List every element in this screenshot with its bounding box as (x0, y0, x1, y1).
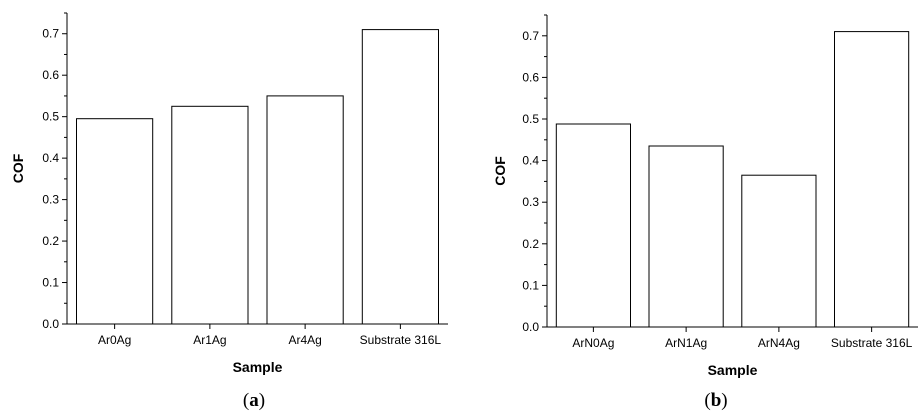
panel-label-a: (a) (243, 390, 265, 411)
y-ticks-b: 0.0 0.1 0.2 0.3 0.4 0.5 0.6 0.7 (522, 14, 547, 334)
bar-a-2 (171, 105, 249, 325)
x-tick-label-b-4: Substrate 316L (831, 336, 913, 350)
y-tick-label-b-0: 0.0 (522, 320, 539, 334)
x-tick-label-b-1: ArN0Ag (572, 336, 614, 350)
y-tick-label-a-6: 0.6 (42, 68, 59, 82)
bar-a-1 (76, 118, 154, 325)
bar-b-2 (648, 145, 724, 328)
y-axis-label-a: COF (10, 153, 26, 183)
y-tick-label-b-3: 0.3 (522, 195, 539, 209)
bar-b-1 (555, 123, 631, 328)
x-tick-label-a-2: Ar1Ag (193, 333, 226, 347)
y-tick-label-a-0: 0.0 (42, 317, 59, 331)
x-tick-label-a-1: Ar0Ag (98, 333, 131, 347)
bar-group-a (76, 29, 439, 325)
y-tick-label-a-4: 0.4 (42, 151, 59, 165)
panel-letter-b: b (711, 390, 722, 411)
y-axis-label-b: COF (492, 156, 508, 186)
y-tick-label-b-6: 0.6 (522, 70, 539, 84)
bar-a-3 (266, 95, 344, 325)
y-ticks-a: 0.0 0.1 0.2 0.3 0.4 0.5 0.6 0.7 (42, 12, 67, 331)
x-tick-label-a-4: Substrate 316L (360, 333, 442, 347)
bar-b-4 (834, 31, 910, 328)
y-tick-label-b-5: 0.5 (522, 112, 539, 126)
x-tick-label-b-3: ArN4Ag (758, 336, 800, 350)
bar-a-4 (361, 29, 439, 325)
x-ticks-a: Ar0Ag Ar1Ag Ar4Ag Substrate 316L (98, 324, 441, 347)
x-ticks-b: ArN0Ag ArN1Ag ArN4Ag Substrate 316L (572, 327, 913, 350)
y-tick-label-b-4: 0.4 (522, 154, 539, 168)
bar-group-b (555, 31, 910, 328)
y-tick-label-b-2: 0.2 (522, 237, 539, 251)
chart-panel-a: 0.0 0.1 0.2 0.3 0.4 0.5 0.6 0.7 Ar0Ag Ar1Ag Ar4Ag… (10, 12, 448, 411)
bar-b-3 (741, 174, 817, 328)
panel-letter-a: a (249, 390, 259, 411)
panel-label-b: (b) (704, 390, 727, 411)
x-axis-label-b: Sample (708, 362, 758, 378)
x-tick-label-a-3: Ar4Ag (288, 333, 321, 347)
y-tick-label-a-5: 0.5 (42, 110, 59, 124)
y-tick-label-a-7: 0.7 (42, 27, 59, 41)
y-tick-label-b-1: 0.1 (522, 278, 539, 292)
chart-panel-b: 0.00.10.20.30.40.50.60.7 ArN0Ag ArN1Ag ArN… (492, 14, 918, 411)
x-tick-label-b-2: ArN1Ag (665, 336, 707, 350)
y-tick-label-a-2: 0.2 (42, 234, 59, 248)
x-axis-label-a: Sample (233, 359, 283, 375)
y-tick-label-a-3: 0.3 (42, 193, 59, 207)
y-tick-label-b-7: 0.7 (522, 29, 539, 43)
y-tick-label-a-1: 0.1 (42, 276, 59, 290)
